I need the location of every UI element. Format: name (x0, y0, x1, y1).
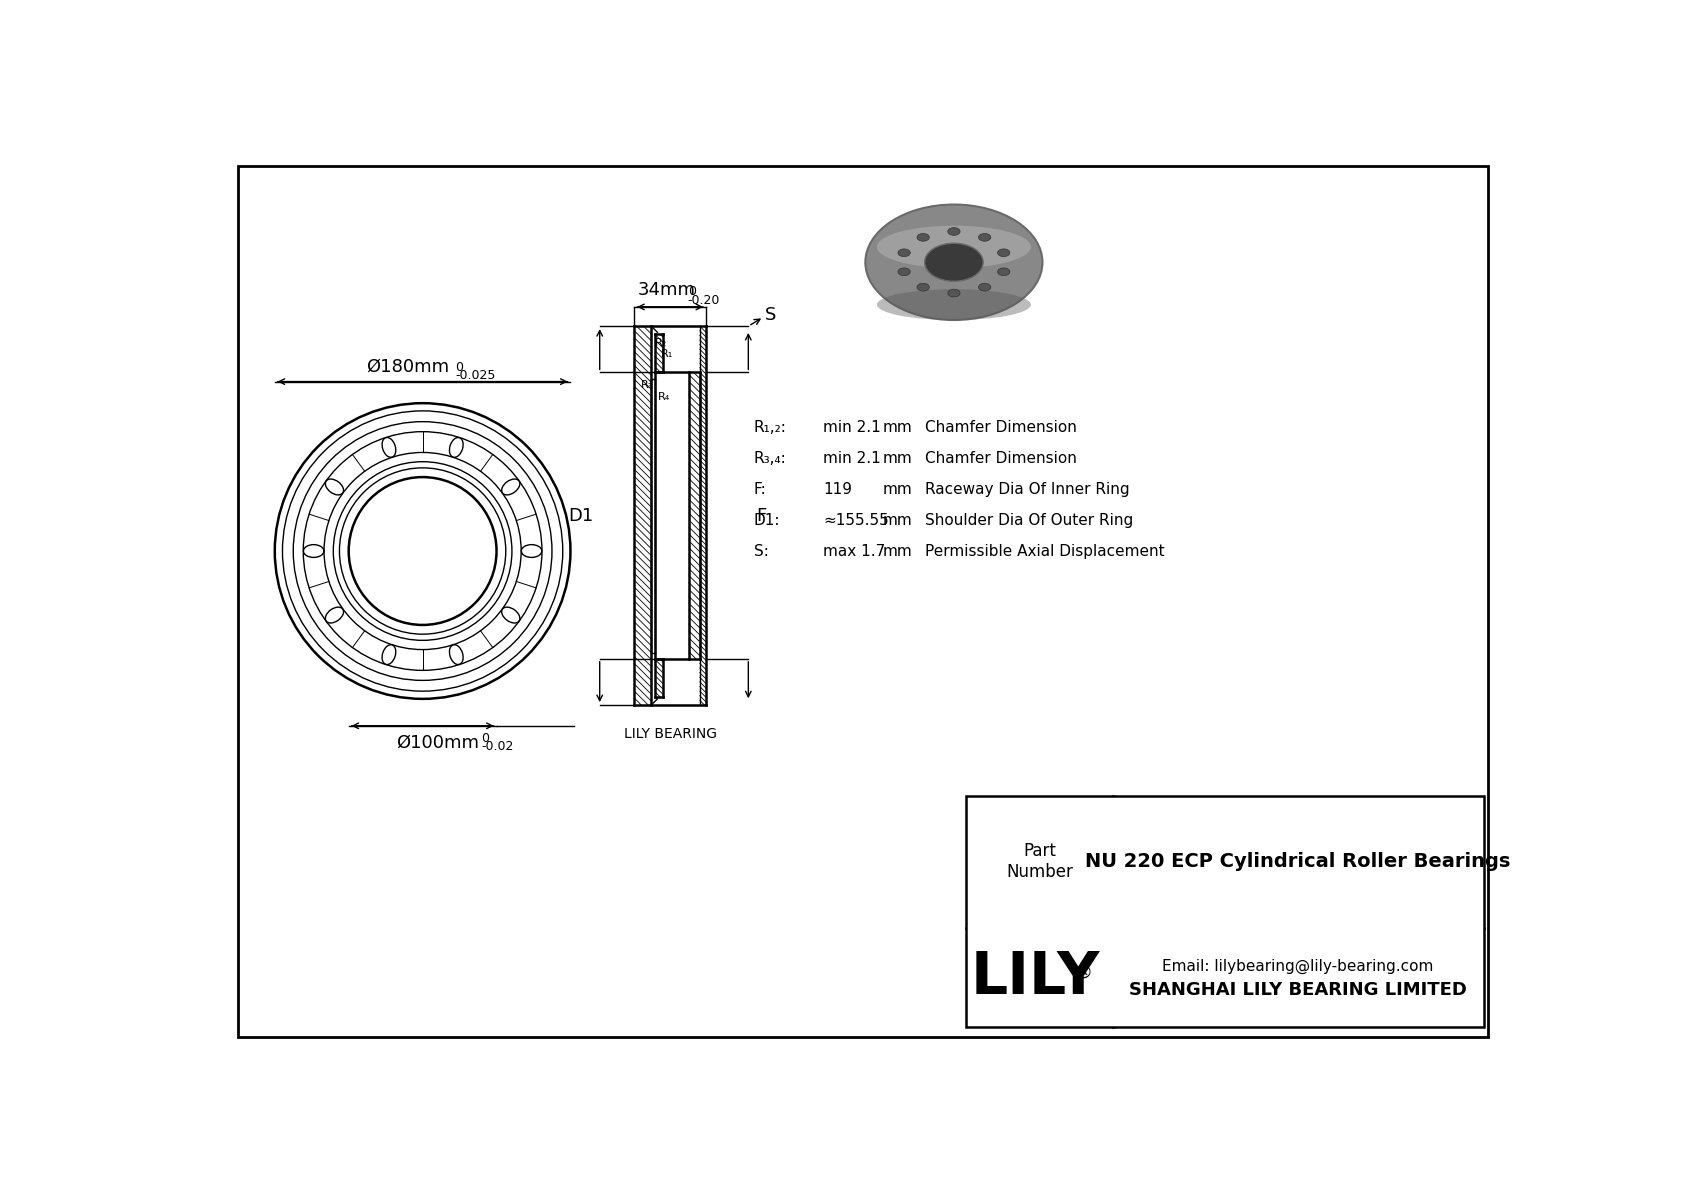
Text: R₄: R₄ (658, 392, 670, 401)
Text: NU 220 ECP Cylindrical Roller Bearings: NU 220 ECP Cylindrical Roller Bearings (1086, 853, 1511, 871)
Text: min 2.1: min 2.1 (823, 420, 881, 436)
Text: F: F (756, 506, 766, 524)
Text: LILY: LILY (972, 949, 1100, 1005)
Text: 0: 0 (687, 286, 695, 299)
Text: R₃,₄:: R₃,₄: (754, 451, 786, 466)
Text: S: S (765, 306, 776, 324)
Ellipse shape (925, 243, 983, 281)
Text: ®: ® (1074, 964, 1093, 981)
Text: S:: S: (754, 543, 768, 559)
Text: Part
Number: Part Number (1005, 842, 1073, 881)
Text: -0.025: -0.025 (455, 369, 495, 382)
Text: mm: mm (882, 543, 913, 559)
Text: R₁,₂:: R₁,₂: (754, 420, 786, 436)
Text: F:: F: (754, 482, 766, 497)
Text: Permissible Axial Displacement: Permissible Axial Displacement (925, 543, 1164, 559)
Text: -0.02: -0.02 (482, 741, 514, 754)
Text: mm: mm (882, 512, 913, 528)
Text: mm: mm (882, 451, 913, 466)
Text: 119: 119 (823, 482, 852, 497)
Ellipse shape (997, 268, 1010, 275)
Text: D1: D1 (568, 506, 593, 524)
Bar (967, 796, 1484, 1027)
Text: -0.20: -0.20 (687, 294, 721, 307)
Text: Chamfer Dimension: Chamfer Dimension (925, 451, 1076, 466)
Ellipse shape (898, 249, 911, 256)
Text: R₂: R₂ (655, 338, 667, 349)
Text: 34mm: 34mm (637, 281, 695, 299)
Text: Email: lilybearing@lily-bearing.com: Email: lilybearing@lily-bearing.com (1162, 959, 1433, 974)
Text: D1:: D1: (754, 512, 780, 528)
Ellipse shape (997, 249, 1010, 256)
Text: 0: 0 (455, 361, 463, 374)
Text: min 2.1: min 2.1 (823, 451, 881, 466)
Ellipse shape (978, 233, 990, 242)
Text: ≈155.55: ≈155.55 (823, 512, 889, 528)
Ellipse shape (918, 233, 930, 242)
Ellipse shape (918, 283, 930, 291)
Ellipse shape (898, 268, 911, 275)
Text: Ø100mm: Ø100mm (396, 734, 480, 752)
Text: mm: mm (882, 482, 913, 497)
Text: Raceway Dia Of Inner Ring: Raceway Dia Of Inner Ring (925, 482, 1130, 497)
Text: max 1.7: max 1.7 (823, 543, 886, 559)
Ellipse shape (948, 227, 960, 236)
Text: Ø180mm: Ø180mm (365, 357, 448, 375)
Text: R₁: R₁ (660, 349, 674, 360)
Text: Shoulder Dia Of Outer Ring: Shoulder Dia Of Outer Ring (925, 512, 1133, 528)
Ellipse shape (877, 289, 1031, 320)
Text: SHANGHAI LILY BEARING LIMITED: SHANGHAI LILY BEARING LIMITED (1130, 980, 1467, 998)
Ellipse shape (877, 226, 1031, 268)
Text: 0: 0 (482, 732, 488, 744)
Ellipse shape (978, 283, 990, 291)
Ellipse shape (948, 289, 960, 297)
Text: mm: mm (882, 420, 913, 436)
Ellipse shape (866, 205, 1042, 320)
Text: Chamfer Dimension: Chamfer Dimension (925, 420, 1076, 436)
Text: LILY BEARING: LILY BEARING (623, 727, 717, 741)
Text: R₃: R₃ (642, 380, 653, 391)
